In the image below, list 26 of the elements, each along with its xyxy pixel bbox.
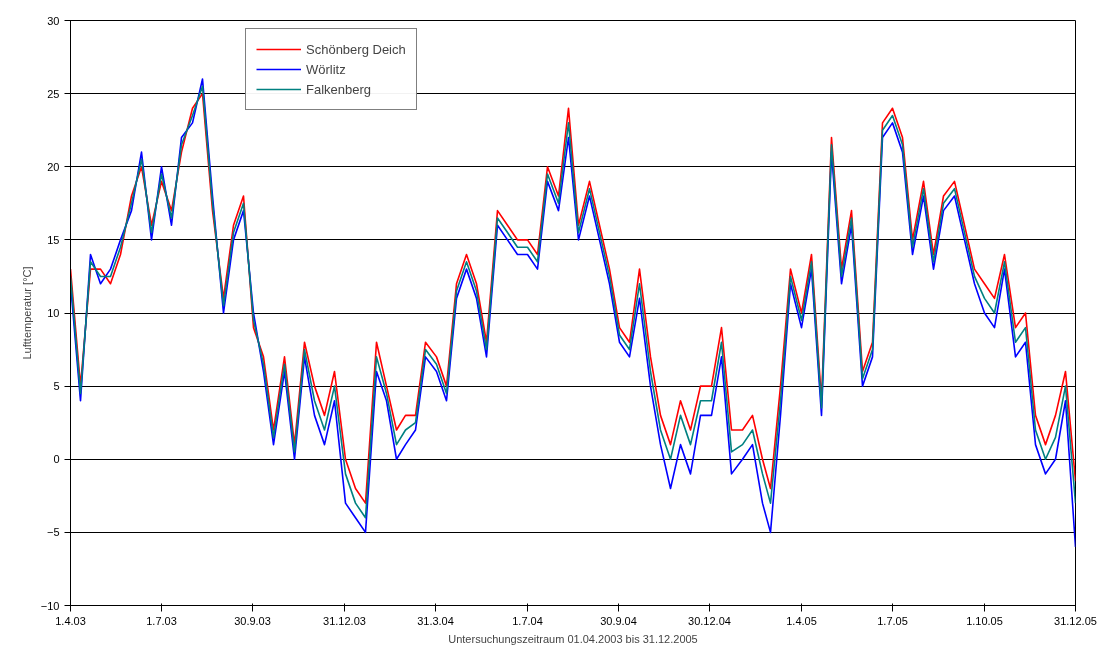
y-tick-label: 0 [53,453,60,466]
x-tick-label: 31.12.03 [323,614,366,627]
x-tick-label: 30.9.03 [234,614,271,627]
y-axis-title: Lufttemperatur [°C] [20,266,33,360]
y-tick-label: 15 [47,233,60,246]
legend-label: Schönberg Deich [306,41,406,57]
y-tick-label: 20 [47,160,60,173]
x-tick-label: 30.9.04 [600,614,637,627]
x-tick-label: 1.10.05 [966,614,1003,627]
legend-label: Falkenberg [306,81,372,97]
y-tick-label: −5 [46,526,60,539]
x-tick-label: 31.12.05 [1054,614,1097,627]
y-tick-label: 10 [47,307,60,319]
y-tick-label: 5 [53,380,60,393]
x-tick-label: 1.7.05 [877,614,908,627]
y-tick-label: 30 [47,14,60,27]
y-tick-label: −10 [40,599,60,612]
x-tick-label: 1.7.04 [512,614,543,627]
x-tick-label: 31.3.04 [417,614,454,627]
x-axis-title: Untersuchungszeitraum 01.04.2003 bis 31.12.2005 [448,632,698,645]
x-tick-label: 30.12.04 [688,614,731,627]
legend-label: Wörlitz [306,61,346,77]
x-tick-label: 1.7.03 [146,614,177,627]
x-tick-label: 1.4.05 [786,614,817,627]
y-tick-label: 25 [47,87,60,100]
x-tick-label: 1.4.03 [55,614,86,627]
